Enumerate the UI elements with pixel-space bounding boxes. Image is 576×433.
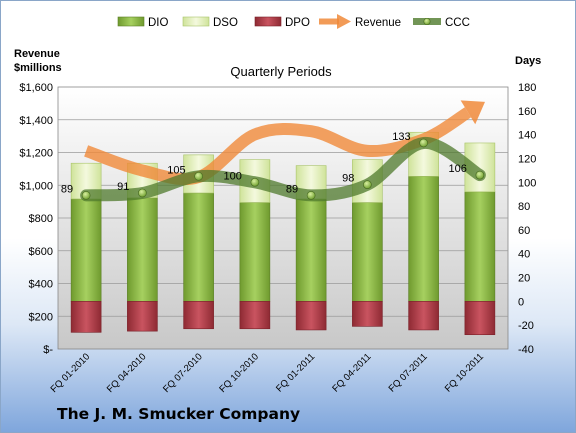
left-axis-title-line2: $millions <box>14 62 62 74</box>
legend-item-ccc: CCC <box>413 17 470 29</box>
bar-dio <box>352 202 383 302</box>
ccc-marker <box>475 170 485 180</box>
right-tick-label: -20 <box>518 320 534 332</box>
category-label: FQ 10-2010 <box>217 351 261 395</box>
bars <box>70 131 496 336</box>
legend-item-dio: DIO <box>117 16 169 29</box>
right-axis-title: Days <box>515 55 541 67</box>
legend: DIO DSO DPO Revenue CCC <box>117 14 470 29</box>
legend-label-dpo: DPO <box>285 17 310 29</box>
bar-dpo <box>352 301 383 327</box>
ccc-data-label: 100 <box>224 170 242 182</box>
ccc-data-label: 91 <box>117 181 129 193</box>
company-name: The J. M. Smucker Company <box>57 405 301 423</box>
ccc-line: 89 91 105 100 89 98 133 106 <box>61 131 486 202</box>
ccc-marker <box>363 180 372 190</box>
ccc-marker <box>138 188 147 198</box>
bar-dpo <box>295 301 327 331</box>
right-tick-label: 60 <box>518 225 530 237</box>
bar-dpo <box>464 301 496 336</box>
ccc-data-label: 89 <box>61 183 73 195</box>
left-tick-label: $1,600 <box>19 82 53 94</box>
category-label: FQ 01-2011 <box>274 351 317 394</box>
chart-title: Quarterly Periods <box>230 64 332 79</box>
category-label: FQ 04-2011 <box>330 351 373 394</box>
bar-dio <box>408 176 439 302</box>
legend-swatch-dpo <box>254 16 282 27</box>
right-tick-label: 120 <box>518 153 536 165</box>
category-label: FQ 07-2010 <box>161 351 205 395</box>
ccc-data-label: 106 <box>449 163 467 175</box>
ccc-marker <box>250 177 260 187</box>
category-label: FQ 07-2011 <box>387 351 430 394</box>
left-tick-label: $400 <box>29 279 53 291</box>
right-tick-label: -40 <box>518 344 534 356</box>
left-tick-label: $200 <box>29 311 53 323</box>
right-axis-ticks: -40 -20 0 20 40 60 80 100 120 140 160 180 <box>518 82 536 356</box>
legend-label-dio: DIO <box>148 17 169 29</box>
category-label: FQ 10-2011 <box>443 351 486 394</box>
right-tick-label: 0 <box>518 296 524 308</box>
bar-dpo <box>70 301 102 333</box>
legend-marker-ccc <box>423 17 431 25</box>
ccc-data-label: 105 <box>167 164 185 176</box>
right-tick-label: 160 <box>518 106 536 118</box>
bar-dio <box>464 191 496 302</box>
right-tick-label: 100 <box>518 177 536 189</box>
bar-dio <box>295 198 327 302</box>
left-tick-label: $- <box>43 344 53 356</box>
left-tick-label: $1,200 <box>19 148 53 160</box>
left-axis-title-line1: Revenue <box>14 48 60 60</box>
bar-dpo <box>127 301 158 332</box>
legend-label-ccc: CCC <box>445 17 470 29</box>
left-axis-ticks: $- $200 $400 $600 $800 $1,000 $1,200 $1,400 $1,6… <box>19 82 53 356</box>
bar-dio <box>183 192 214 302</box>
bar-dpo <box>408 301 439 331</box>
ccc-data-label: 98 <box>342 173 354 185</box>
category-label: FQ 04-2010 <box>105 351 149 395</box>
right-tick-label: 40 <box>518 249 530 261</box>
legend-label-dso: DSO <box>213 17 238 29</box>
bar-dio <box>127 197 158 302</box>
left-tick-label: $1,400 <box>19 115 53 127</box>
right-tick-label: 140 <box>518 130 536 142</box>
ccc-data-label: 133 <box>392 131 410 143</box>
ccc-marker <box>81 191 91 200</box>
bar-dpo <box>183 301 214 330</box>
ccc-marker <box>419 138 428 148</box>
category-labels: FQ 01-2010 FQ 04-2010 FQ 07-2010 FQ 10-2010… <box>49 351 486 395</box>
legend-item-dso: DSO <box>182 16 238 29</box>
category-label: FQ 01-2010 <box>49 351 93 395</box>
left-tick-label: $800 <box>29 213 53 225</box>
bar-dpo <box>239 301 271 330</box>
bar-dio <box>239 202 271 302</box>
bar-dio <box>70 198 102 302</box>
ccc-data-label: 89 <box>286 183 298 195</box>
legend-swatch-dso <box>182 16 210 27</box>
revenue-arrowhead <box>460 100 485 125</box>
right-tick-label: 20 <box>518 273 530 285</box>
ccc-marker <box>194 171 203 181</box>
left-tick-label: $1,000 <box>19 180 53 192</box>
legend-swatch-dio <box>117 16 145 27</box>
right-tick-label: 180 <box>518 82 536 94</box>
legend-item-dpo: DPO <box>254 16 310 29</box>
ccc-marker <box>306 191 316 200</box>
legend-item-revenue: Revenue <box>319 14 401 29</box>
legend-label-revenue: Revenue <box>355 17 401 29</box>
legend-arrow-revenue <box>337 14 351 29</box>
left-tick-label: $600 <box>29 246 53 258</box>
right-tick-label: 80 <box>518 201 530 213</box>
